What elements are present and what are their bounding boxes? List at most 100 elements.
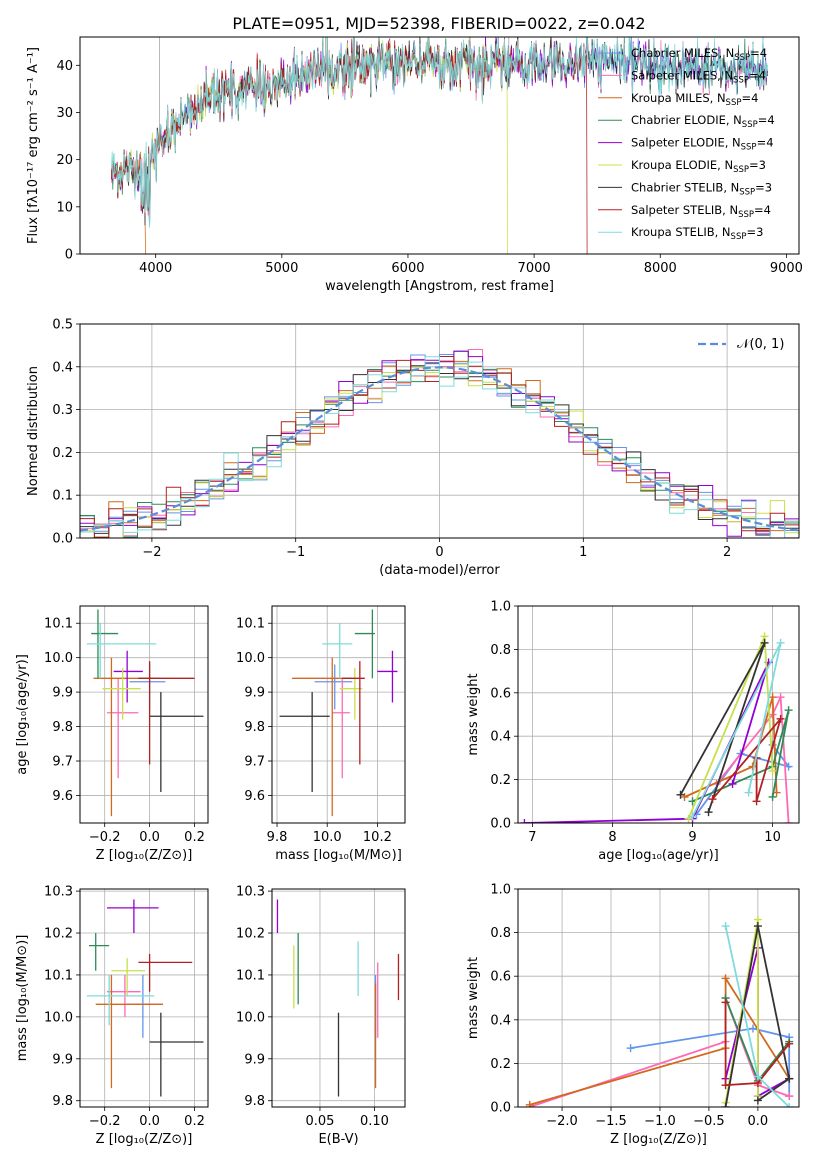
x-tick-label: 6000 — [391, 261, 424, 276]
y-tick-label: 9.8 — [244, 720, 265, 735]
y-tick-label: 0.0 — [490, 817, 511, 832]
plot-area-age-vs-mass — [279, 609, 398, 817]
x-tick-label: 2 — [723, 545, 731, 560]
panel-residual-histogram: −2 −1 0 1 2 0.0 0.1 0.2 0.3 0.4 0.5 (data-model)/er… — [26, 318, 800, 578]
axes-frame — [79, 323, 800, 539]
x-tick-label: 0.2 — [184, 1114, 205, 1129]
y-tick-label: 9.7 — [52, 755, 73, 770]
x-tick-label: 4000 — [139, 261, 172, 276]
x-tick-label: 0.2 — [184, 830, 205, 845]
legend-entry: Kroupa ELODIE, NSSP=3 — [631, 158, 766, 175]
series-marker — [768, 766, 777, 775]
y-tick-label: 1.0 — [490, 600, 511, 615]
series-marker — [688, 812, 697, 821]
y-tick-label: 0.1 — [52, 489, 73, 504]
y-tick-label: 0.6 — [490, 970, 511, 985]
y-tick-label: 0.6 — [490, 686, 511, 701]
legend-entry: Salpeter MILES, NSSP=4 — [631, 68, 766, 85]
series-line-1 — [715, 696, 790, 823]
y-tick-label: 0.4 — [52, 360, 73, 375]
legend-entry: Chabrier MILES, NSSP=4 — [631, 46, 767, 63]
y-axis-label: mass weight — [466, 957, 481, 1039]
x-tick-label: 0.0 — [748, 1114, 769, 1129]
series-marker — [704, 808, 713, 817]
x-tick-label: 0.10 — [360, 1114, 389, 1129]
x-tick-label: 8000 — [644, 261, 677, 276]
plot-area-spectrum — [111, 37, 768, 254]
x-axis-label: mass [log₁₀(M/M⊙)] — [275, 848, 402, 863]
series-marker — [776, 693, 785, 702]
series-marker — [520, 819, 529, 823]
series-marker — [676, 790, 685, 799]
y-tick-label: 10.0 — [44, 1010, 73, 1025]
spectrum-line-8 — [111, 37, 768, 228]
y-tick-label: 0.5 — [52, 318, 73, 333]
x-axis-label: (data-model)/error — [379, 563, 500, 578]
y-tick-label: 9.8 — [52, 720, 73, 735]
y-tick-label: 9.6 — [244, 789, 265, 804]
y-tick-label: 9.7 — [244, 755, 265, 770]
series-marker — [785, 1103, 794, 1107]
x-tick-label: −0.5 — [693, 1114, 725, 1129]
y-axis-label: Flux [fλ10⁻¹⁷ erg cm⁻² s⁻¹ A⁻¹] — [26, 47, 41, 244]
plot-area-mass-vs-EBV — [276, 899, 400, 1097]
y-tick-label: 10 — [56, 200, 73, 215]
x-tick-label: −1.0 — [644, 1114, 676, 1129]
y-axis-label: Normed distribution — [26, 366, 41, 496]
figure-title: PLATE=0951, MJD=52398, FIBERID=0022, z=0… — [232, 14, 645, 33]
series-marker — [721, 1081, 730, 1090]
series-marker — [721, 974, 730, 983]
series-line-0 — [630, 1027, 791, 1097]
series-marker — [753, 1072, 762, 1081]
y-tick-label: 0.2 — [490, 1057, 511, 1072]
y-axis-label: mass [log₁₀(M/M⊙)] — [15, 935, 30, 1062]
axes-frame — [79, 605, 209, 824]
legend-entry: Kroupa MILES, NSSP=4 — [631, 91, 758, 108]
series-marker — [785, 1039, 794, 1048]
x-tick-label: 0 — [435, 545, 443, 560]
series-marker — [776, 714, 785, 723]
panel-mass-weight-vs-Z: −2.0 −1.5 −1.0 −0.5 0.0 0.0 0.2 0.4 0.6 0.8 1.0 Z [… — [466, 883, 800, 1147]
series-marker — [721, 1103, 730, 1107]
x-axis-label: E(B-V) — [318, 1132, 358, 1147]
y-tick-label: 40 — [56, 59, 73, 74]
plot-area-residual-histogram — [80, 349, 799, 538]
x-tick-label: −2 — [142, 545, 161, 560]
series-marker — [525, 1100, 534, 1107]
series-line-7 — [711, 718, 782, 802]
y-tick-label: 0.2 — [490, 773, 511, 788]
plot-area-mass-vs-Z — [86, 899, 204, 1097]
y-axis-label: mass weight — [466, 673, 481, 755]
y-tick-label: 9.9 — [244, 1052, 265, 1067]
y-tick-label: 0.8 — [490, 926, 511, 941]
axes-frame — [517, 605, 800, 824]
plot-area-mass-weight-vs-Z — [525, 915, 794, 1107]
axes-frame — [271, 605, 406, 824]
panel-age-vs-mass: 9.8 10.0 10.2 9.6 9.7 9.8 9.9 10.0 10.1 mass [log… — [236, 605, 406, 863]
x-tick-label: 7 — [528, 830, 536, 845]
series-marker — [626, 1044, 635, 1053]
y-tick-label: 10.3 — [44, 885, 73, 900]
series-marker — [784, 819, 793, 823]
series-marker — [748, 1024, 757, 1033]
series-marker — [760, 638, 769, 647]
plot-area-age-vs-Z — [86, 609, 204, 817]
x-tick-label: 1 — [579, 545, 587, 560]
series-marker — [680, 792, 689, 801]
series-marker — [721, 998, 730, 1007]
series-marker — [768, 792, 777, 801]
y-tick-label: 9.9 — [52, 1052, 73, 1067]
legend-entry: 𝒩(0, 1) — [737, 337, 784, 352]
histogram-step-8 — [80, 356, 799, 538]
x-tick-label: 10.2 — [363, 830, 392, 845]
legend-entry: Kroupa STELIB, NSSP=3 — [631, 225, 763, 242]
y-tick-label: 0.0 — [490, 1101, 511, 1116]
y-tick-label: 10.1 — [236, 968, 265, 983]
panel-age-vs-Z: −0.2 0.0 0.2 9.6 9.7 9.8 9.9 10.0 10.1 Z [log₁₀(Z… — [15, 605, 209, 863]
y-tick-label: 9.9 — [52, 686, 73, 701]
x-tick-label: 10.0 — [313, 830, 342, 845]
y-tick-label: 10.1 — [236, 617, 265, 632]
x-tick-label: −1.5 — [595, 1114, 627, 1129]
panel-mass-vs-Z: −0.2 0.0 0.2 9.8 9.9 10.0 10.1 10.2 10.3 Z [log₁₀… — [15, 885, 209, 1147]
